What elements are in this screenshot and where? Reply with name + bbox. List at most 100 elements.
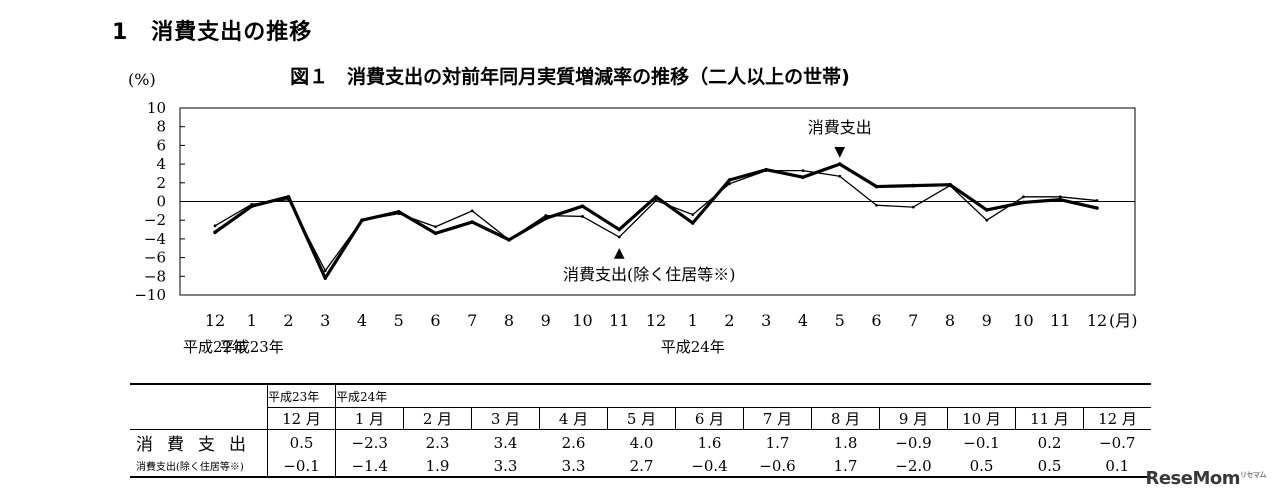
table-cell: −1.4: [335, 455, 404, 478]
point-excluding-housing: [691, 213, 695, 216]
point-excluding-housing: [911, 205, 915, 209]
point-excluding-housing: [1022, 195, 1025, 199]
point-consumption: [470, 220, 475, 224]
point-consumption: [213, 230, 217, 235]
y-tick-label: −4: [144, 230, 166, 248]
month-header: 6 月: [675, 407, 744, 430]
point-excluding-housing: [213, 224, 217, 228]
y-tick-label: 0: [156, 193, 166, 211]
x-tick-label: 12: [646, 311, 666, 330]
annotation-label: 消費支出: [808, 118, 872, 137]
x-tick-label: 3: [761, 311, 771, 330]
table-row: 消費支出(除く住居等※) −0.1 −1.4 1.9 3.3 3.3 2.7 −0.4 −0.6…: [130, 455, 1151, 478]
point-consumption: [654, 195, 658, 199]
table-cell: 0.2: [1037, 433, 1062, 452]
point-excluding-housing: [434, 225, 437, 229]
x-tick-label: 3: [320, 311, 330, 330]
year-label: 平成23年: [220, 338, 284, 356]
table-cell: 3.3: [539, 455, 608, 478]
point-consumption: [837, 162, 842, 166]
y-tick-label: 6: [156, 136, 166, 154]
table-cell: 2.6: [561, 433, 586, 452]
x-tick-label: 10: [572, 311, 592, 330]
y-axis-unit-label: (%): [128, 70, 156, 89]
table-cell: 3.3: [471, 455, 540, 478]
x-tick-label: 9: [541, 311, 551, 330]
table-cell: 0.5: [947, 455, 1016, 478]
table-row: 消費支出 0.5 −2.3 2.3 3.4 2.6 4.0 1.6 1.7 1.8 −0.9 −0.1…: [130, 429, 1151, 455]
x-tick-label: 12: [205, 311, 225, 330]
x-tick-label: 2: [724, 311, 734, 330]
point-excluding-housing: [875, 203, 878, 207]
point-consumption: [617, 227, 622, 232]
point-excluding-housing: [654, 199, 658, 202]
point-consumption: [286, 195, 291, 199]
table-cell: 1.8: [833, 433, 858, 452]
y-tick-label: 10: [147, 99, 166, 117]
point-excluding-housing: [948, 184, 952, 188]
table-cell: −0.1: [267, 455, 336, 478]
x-tick-label: 8: [504, 311, 514, 330]
year-header: 平成24年: [335, 383, 1151, 408]
x-tick-label: 9: [982, 311, 992, 330]
point-consumption: [690, 221, 695, 225]
table-cell: 1.9: [403, 455, 472, 478]
watermark-logo: ReseMomリセマム: [1145, 468, 1266, 489]
x-axis-unit-label: (月): [1109, 311, 1138, 330]
table-cell: −0.4: [675, 455, 744, 478]
x-tick-label: 6: [871, 311, 881, 330]
table-cell: −2.3: [351, 433, 388, 452]
x-tick-label: 10: [1013, 311, 1033, 330]
y-tick-label: −2: [144, 211, 166, 229]
point-excluding-housing: [323, 269, 327, 273]
point-excluding-housing: [801, 169, 805, 173]
point-excluding-housing: [250, 202, 254, 206]
table-cell: 3.4: [493, 433, 518, 452]
month-header: 12 月: [267, 407, 336, 430]
table-corner: [130, 383, 268, 408]
month-header: 11 月: [1015, 407, 1084, 430]
table-cell: 4.0: [629, 433, 654, 452]
month-header: 2 月: [403, 407, 472, 430]
point-excluding-housing: [360, 218, 364, 222]
x-tick-label: 11: [609, 311, 629, 330]
table-cell: 1.7: [765, 433, 790, 452]
annotation-pointer: ▲: [614, 245, 625, 261]
point-excluding-housing: [728, 182, 731, 186]
table-cell: −0.9: [895, 433, 932, 452]
point-excluding-housing: [287, 198, 290, 202]
month-header: 7 月: [743, 407, 812, 430]
point-excluding-housing: [985, 218, 989, 222]
year-header: 平成23年: [267, 383, 336, 408]
point-consumption: [1058, 197, 1063, 202]
annotation-pointer: ▼: [834, 144, 845, 160]
point-excluding-housing: [1095, 199, 1099, 202]
x-tick-label: 1: [247, 311, 257, 330]
x-tick-label: 1: [688, 311, 698, 330]
point-consumption: [727, 178, 732, 182]
x-tick-label: 6: [430, 311, 440, 330]
watermark-sub: リセマム: [1240, 471, 1267, 479]
point-excluding-housing: [470, 209, 474, 213]
month-header: 3 月: [471, 407, 540, 430]
x-tick-label: 5: [835, 311, 845, 330]
table-cell: 1.6: [697, 433, 722, 452]
month-header: 4 月: [539, 407, 608, 430]
point-consumption: [323, 276, 328, 280]
x-tick-label: 8: [945, 311, 955, 330]
x-tick-label: 5: [394, 311, 404, 330]
table-cell: 0.5: [1015, 455, 1084, 478]
x-tick-label: 7: [467, 311, 477, 330]
point-excluding-housing: [764, 169, 768, 173]
x-tick-label: 11: [1050, 311, 1070, 330]
section-title: 1 消費支出の推移: [112, 20, 313, 45]
month-header: 12 月: [1083, 407, 1151, 430]
table-cell: 2.3: [425, 433, 450, 452]
table-corner: [130, 407, 268, 430]
point-consumption: [984, 208, 989, 212]
month-header: 1 月: [335, 407, 404, 430]
point-consumption: [580, 204, 585, 208]
point-consumption: [1095, 206, 1099, 210]
